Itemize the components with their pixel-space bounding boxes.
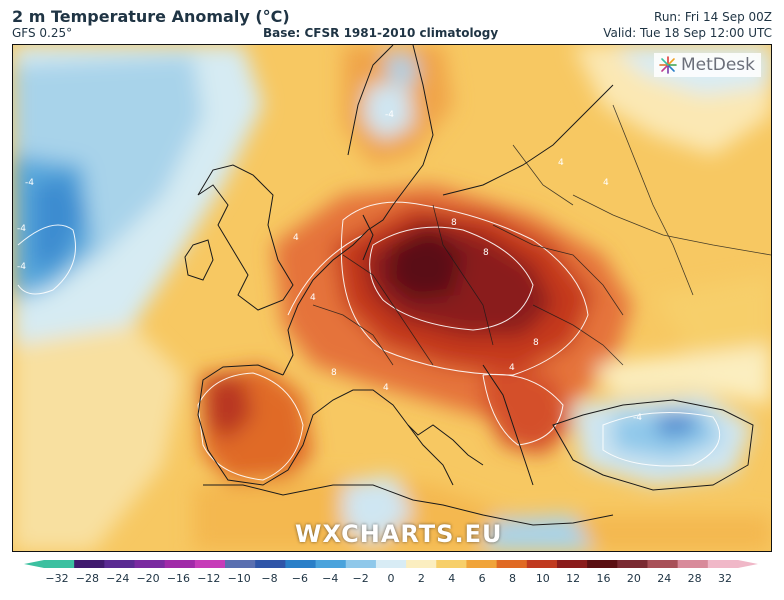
contour-label: 4 (293, 233, 299, 243)
colorbar-swatch (375, 560, 407, 568)
colorbar-swatch (315, 560, 347, 568)
contour-label: 4 (558, 158, 564, 168)
colorbar-tick-label: −2 (352, 572, 369, 585)
colorbar-swatch (285, 560, 317, 568)
contour-label: 8 (533, 338, 539, 348)
model-label: GFS 0.25° (12, 26, 73, 40)
contour-label: -4 (17, 262, 26, 272)
colorbar-tick-label: 16 (596, 572, 611, 585)
colorbar-tick-label: −8 (261, 572, 278, 585)
contour-label: 8 (483, 248, 489, 258)
contour-label: 4 (310, 293, 316, 303)
colorbar-swatch (526, 560, 558, 568)
colorbar-swatch (194, 560, 226, 568)
colorbar-tick-label: −24 (106, 572, 130, 585)
contour-label-layer: -4 -4 -4 4 4 4 8 8 8 8 4 4 -4 -4 4 (17, 110, 642, 423)
colorbar-tick-label: −6 (291, 572, 309, 585)
colorbar-tick-label: −28 (75, 572, 99, 585)
colorbar-tick-label: 4 (448, 572, 456, 585)
colorbar-tick-label: −20 (136, 572, 160, 585)
colorbar-tick-label: 10 (535, 572, 550, 585)
colorbar-swatch (44, 560, 75, 568)
colorbar-swatch (436, 560, 467, 568)
contour-label: 8 (331, 368, 337, 378)
metdesk-logo: MetDesk (653, 53, 761, 77)
colorbar-tick-label: −4 (322, 572, 339, 585)
colorbar-swatch (587, 560, 618, 568)
contour-label: 8 (451, 218, 457, 228)
contour-label: -4 (633, 413, 642, 423)
run-time-label: Run: Fri 14 Sep 00Z (654, 10, 772, 24)
colorbar-swatch (556, 560, 588, 568)
map-canvas: -4 -4 -4 4 4 4 8 8 8 8 4 4 -4 -4 4 (13, 45, 771, 551)
contour-lines (17, 201, 721, 481)
colorbar-tick-label: 8 (508, 572, 516, 585)
contour-label: -4 (17, 224, 26, 234)
colorbar-swatch (406, 560, 437, 568)
valid-time-label: Valid: Tue 18 Sep 12:00 UTC (603, 26, 772, 40)
colorbar-tick-label: −32 (45, 572, 69, 585)
metdesk-logo-icon (659, 56, 677, 74)
colorbar-tick-label: −10 (227, 572, 251, 585)
colorbar-tick-label: 0 (387, 572, 395, 585)
chart-title: 2 m Temperature Anomaly (°C) (12, 7, 290, 26)
country-borders (312, 104, 771, 366)
colorbar-tick-label: 2 (417, 572, 425, 585)
colorbar-swatch (466, 560, 498, 568)
colorbar-tick-label: 24 (657, 572, 672, 585)
colorbar-tick-label: 6 (478, 572, 486, 585)
contour-label: -4 (25, 178, 34, 188)
colorbar-min-arrow (24, 560, 44, 568)
colorbar-swatch (164, 560, 196, 568)
metdesk-logo-text: MetDesk (680, 55, 755, 75)
colorbar-swatch (677, 560, 709, 568)
coastlines (184, 45, 754, 526)
chart-header: 2 m Temperature Anomaly (°C) GFS 0.25° B… (0, 0, 784, 44)
colorbar-swatch (225, 560, 256, 568)
colorbar-swatch (496, 560, 528, 568)
colorbar-tick-label: 28 (687, 572, 702, 585)
wxcharts-watermark: WXCHARTS.EU (295, 520, 503, 548)
colorbar-swatch (134, 560, 166, 568)
colorbar-swatch (707, 560, 739, 568)
colorbar (0, 556, 784, 600)
colorbar-swatch (345, 560, 377, 568)
colorbar-tick-label: −16 (166, 572, 191, 585)
colorbar-tick-label: 32 (718, 572, 732, 585)
contour-label: 4 (383, 383, 389, 393)
colorbar-swatch (617, 560, 648, 568)
anomaly-field (13, 45, 771, 551)
colorbar-tick-label: −12 (197, 572, 221, 585)
colorbar-max-arrow (738, 560, 758, 568)
colorbar-tick-label: 20 (626, 572, 641, 585)
base-climatology-label: Base: CFSR 1981-2010 climatology (263, 26, 499, 40)
contour-label: 4 (603, 178, 609, 188)
anomaly-map: -4 -4 -4 4 4 4 8 8 8 8 4 4 -4 -4 4 (12, 44, 772, 552)
contour-label: -4 (385, 110, 394, 120)
colorbar-swatch (104, 560, 136, 568)
colorbar-strip (24, 560, 758, 568)
colorbar-swatch (74, 560, 105, 568)
colorbar-swatch (647, 560, 679, 568)
colorbar-tick-label: 12 (566, 572, 581, 585)
colorbar-swatch (255, 560, 286, 568)
colorbar-ticks: −32 −28 −24 −20 −16 −12 −10 −8 −6 −4 −2 0 2 4 6 8 10 12 16… (0, 572, 784, 592)
contour-label: 4 (509, 363, 515, 373)
